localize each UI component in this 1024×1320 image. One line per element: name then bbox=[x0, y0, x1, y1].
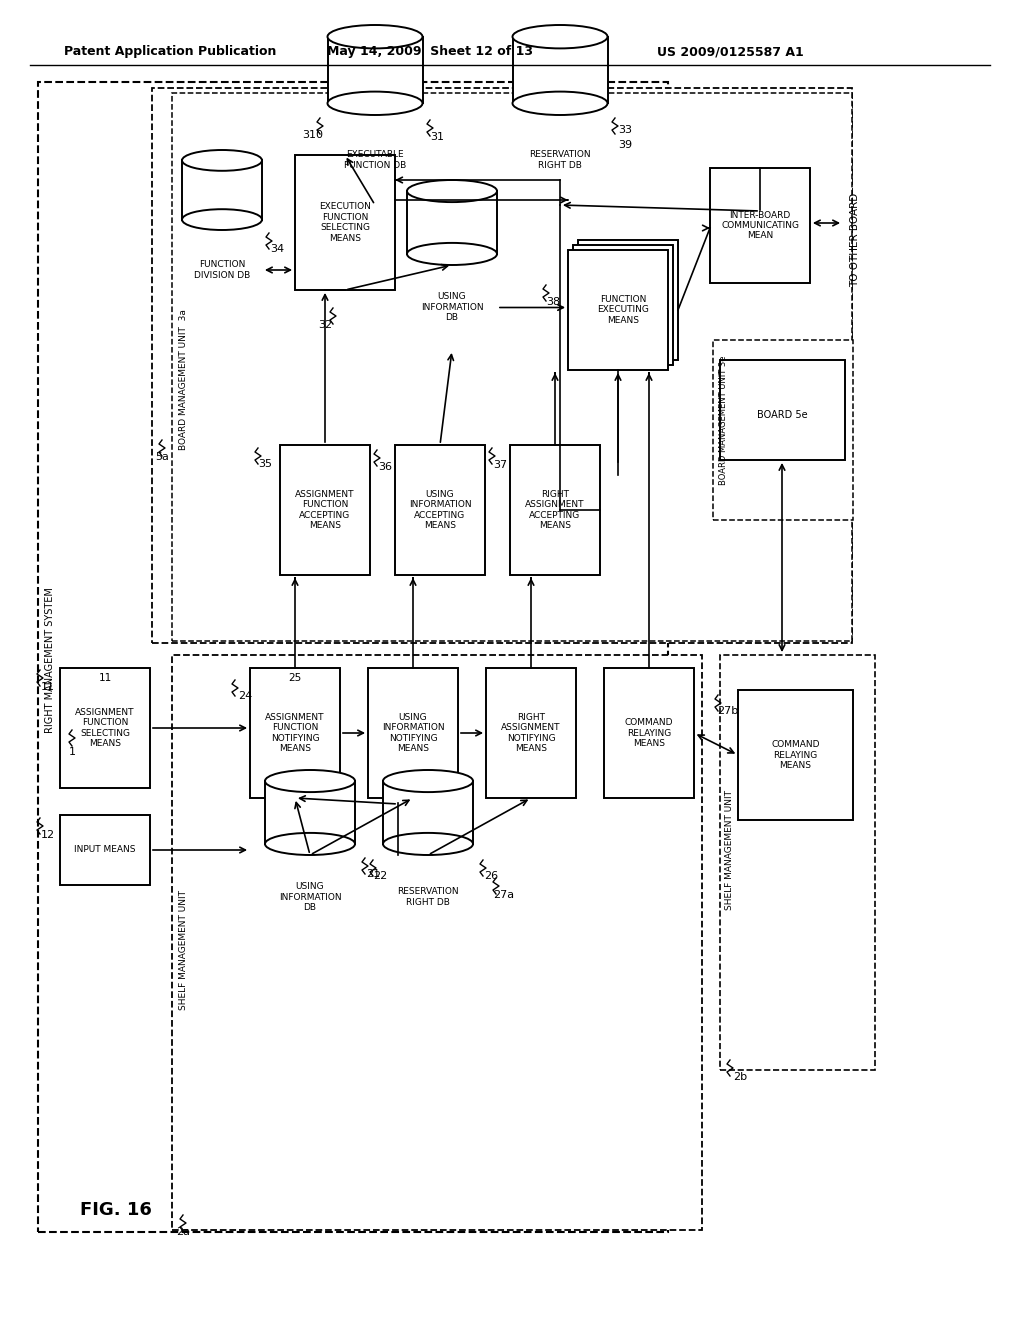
Text: 39: 39 bbox=[617, 140, 632, 150]
Text: 11: 11 bbox=[41, 682, 55, 692]
Text: ASSIGNMENT
FUNCTION
SELECTING
MEANS: ASSIGNMENT FUNCTION SELECTING MEANS bbox=[75, 708, 135, 748]
Text: INTER-BOARD
COMMUNICATING
MEAN: INTER-BOARD COMMUNICATING MEAN bbox=[721, 211, 799, 240]
Text: 36: 36 bbox=[378, 462, 392, 473]
Ellipse shape bbox=[182, 209, 262, 230]
Text: RESERVATION
RIGHT DB: RESERVATION RIGHT DB bbox=[529, 150, 591, 170]
Bar bbox=[368, 668, 458, 799]
Text: SHELF MANAGEMENT UNIT: SHELF MANAGEMENT UNIT bbox=[725, 789, 734, 909]
Text: BOARD MANAGEMENT UNIT 3e: BOARD MANAGEMENT UNIT 3e bbox=[719, 355, 727, 484]
Text: EXECUTION
FUNCTION
SELECTING
MEANS: EXECUTION FUNCTION SELECTING MEANS bbox=[319, 202, 371, 243]
Text: BOARD 5e: BOARD 5e bbox=[757, 411, 807, 420]
Text: Patent Application Publication: Patent Application Publication bbox=[63, 45, 276, 58]
Text: BOARD MANAGEMENT UNIT  3a: BOARD MANAGEMENT UNIT 3a bbox=[178, 310, 187, 450]
Text: FUNCTION
EXECUTING
MEANS: FUNCTION EXECUTING MEANS bbox=[597, 296, 649, 325]
Bar bbox=[395, 445, 485, 576]
Text: 32: 32 bbox=[317, 319, 332, 330]
Text: RIGHT MANAGEMENT SYSTEM: RIGHT MANAGEMENT SYSTEM bbox=[45, 587, 55, 733]
Ellipse shape bbox=[512, 91, 607, 115]
Text: FIG. 16: FIG. 16 bbox=[80, 1201, 152, 1218]
Bar bbox=[510, 445, 600, 576]
Text: USING
INFORMATION
DB: USING INFORMATION DB bbox=[279, 882, 341, 912]
Bar bbox=[60, 668, 150, 788]
Text: 21: 21 bbox=[366, 869, 380, 879]
Bar bbox=[710, 168, 810, 282]
Text: USING
INFORMATION
NOTIFYING
MEANS: USING INFORMATION NOTIFYING MEANS bbox=[382, 713, 444, 754]
Text: 27b: 27b bbox=[718, 706, 738, 715]
Bar bbox=[486, 668, 575, 799]
Text: 5a: 5a bbox=[155, 451, 169, 462]
Ellipse shape bbox=[383, 833, 473, 855]
Text: 12: 12 bbox=[41, 830, 55, 840]
Text: RIGHT
ASSIGNMENT
ACCEPTING
MEANS: RIGHT ASSIGNMENT ACCEPTING MEANS bbox=[525, 490, 585, 531]
Ellipse shape bbox=[182, 150, 262, 170]
Bar bbox=[720, 360, 845, 459]
Bar bbox=[172, 655, 702, 1230]
Bar bbox=[280, 445, 370, 576]
Bar bbox=[265, 781, 355, 843]
Text: 25: 25 bbox=[289, 673, 302, 682]
Text: ASSIGNMENT
FUNCTION
NOTIFYING
MEANS: ASSIGNMENT FUNCTION NOTIFYING MEANS bbox=[265, 713, 325, 754]
Bar bbox=[578, 240, 678, 360]
Bar bbox=[152, 88, 852, 643]
Bar bbox=[60, 814, 150, 884]
Text: TO OTHER BOARD: TO OTHER BOARD bbox=[850, 193, 860, 288]
Text: 35: 35 bbox=[258, 459, 272, 469]
Ellipse shape bbox=[328, 25, 423, 49]
Bar bbox=[568, 249, 668, 370]
Ellipse shape bbox=[265, 833, 355, 855]
Text: RIGHT
ASSIGNMENT
NOTIFYING
MEANS: RIGHT ASSIGNMENT NOTIFYING MEANS bbox=[502, 713, 561, 754]
Text: May 14, 2009  Sheet 12 of 13: May 14, 2009 Sheet 12 of 13 bbox=[327, 45, 534, 58]
Text: 26: 26 bbox=[484, 871, 498, 880]
Text: 31: 31 bbox=[430, 132, 444, 143]
Text: US 2009/0125587 A1: US 2009/0125587 A1 bbox=[656, 45, 804, 58]
Bar bbox=[383, 781, 473, 843]
Ellipse shape bbox=[407, 243, 497, 265]
Text: SHELF MANAGEMENT UNIT: SHELF MANAGEMENT UNIT bbox=[178, 890, 187, 1010]
Bar bbox=[38, 82, 668, 1232]
Bar bbox=[172, 92, 852, 642]
Text: ASSIGNMENT
FUNCTION
ACCEPTING
MEANS: ASSIGNMENT FUNCTION ACCEPTING MEANS bbox=[295, 490, 354, 531]
Bar bbox=[512, 37, 607, 103]
Text: 33: 33 bbox=[618, 125, 632, 135]
Text: COMMAND
RELAYING
MEANS: COMMAND RELAYING MEANS bbox=[771, 741, 820, 770]
Text: FUNCTION
DIVISION DB: FUNCTION DIVISION DB bbox=[194, 260, 250, 280]
Text: EXECUTABLE
FUNCTION DB: EXECUTABLE FUNCTION DB bbox=[344, 150, 407, 170]
Text: 38: 38 bbox=[546, 297, 560, 308]
Text: 11: 11 bbox=[98, 673, 112, 682]
Ellipse shape bbox=[328, 91, 423, 115]
Ellipse shape bbox=[383, 770, 473, 792]
Bar bbox=[182, 161, 262, 219]
Text: 1: 1 bbox=[69, 747, 76, 756]
Text: 27a: 27a bbox=[494, 890, 515, 900]
Bar bbox=[407, 191, 497, 253]
Ellipse shape bbox=[512, 25, 607, 49]
Bar bbox=[720, 655, 874, 1071]
Text: 34: 34 bbox=[270, 244, 284, 253]
Text: 24: 24 bbox=[238, 690, 252, 701]
Bar bbox=[738, 690, 853, 820]
Text: COMMAND
RELAYING
MEANS: COMMAND RELAYING MEANS bbox=[625, 718, 673, 748]
Ellipse shape bbox=[265, 770, 355, 792]
Text: USING
INFORMATION
DB: USING INFORMATION DB bbox=[421, 292, 483, 322]
Bar bbox=[573, 246, 673, 366]
Bar bbox=[328, 37, 423, 103]
Bar bbox=[250, 668, 340, 799]
Text: 310: 310 bbox=[302, 129, 324, 140]
Bar bbox=[295, 154, 395, 290]
Text: 37: 37 bbox=[493, 459, 507, 470]
Text: USING
INFORMATION
ACCEPTING
MEANS: USING INFORMATION ACCEPTING MEANS bbox=[409, 490, 471, 531]
Text: 2b: 2b bbox=[733, 1072, 748, 1082]
Text: 22: 22 bbox=[373, 871, 387, 880]
Ellipse shape bbox=[407, 180, 497, 202]
Text: RESERVATION
RIGHT DB: RESERVATION RIGHT DB bbox=[397, 887, 459, 907]
Bar bbox=[604, 668, 694, 799]
Text: INPUT MEANS: INPUT MEANS bbox=[75, 846, 136, 854]
Bar bbox=[713, 341, 853, 520]
Text: 2a: 2a bbox=[176, 1228, 190, 1237]
